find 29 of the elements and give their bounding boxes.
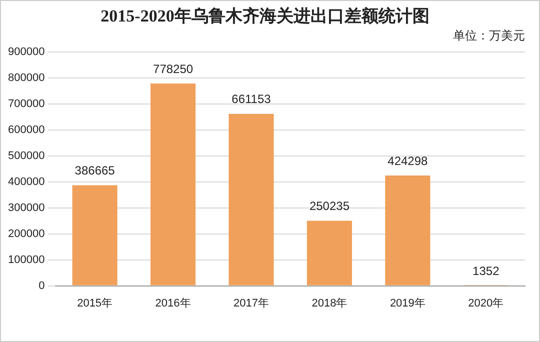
y-tick-label: 300000 [8,202,45,214]
x-tick-label: 2017年 [234,297,269,310]
data-label: 778250 [153,62,194,76]
data-label: 386665 [74,164,116,178]
bar [385,175,430,286]
y-tick-label: 0 [38,280,45,292]
y-tick-label: 400000 [8,176,45,188]
x-tick-label: 2019年 [390,297,426,310]
x-tick-label: 2020年 [468,297,504,310]
data-label: 1352 [472,264,500,278]
y-tick-label: 900000 [8,46,45,58]
bar [306,220,352,286]
y-tick-label: 200000 [8,228,45,240]
data-label: 250235 [309,199,350,214]
y-tick-label: 800000 [8,72,45,84]
bar [150,83,196,286]
x-tick-label: 2015年 [77,297,113,310]
y-tick-label: 600000 [8,124,45,136]
y-tick-label: 100000 [8,254,45,266]
data-label: 424298 [388,154,428,168]
bar [72,185,118,286]
y-tick-label: 500000 [8,150,45,162]
x-tick-label: 2018年 [312,297,348,310]
data-label: 661153 [232,92,272,106]
y-tick-label: 700000 [8,98,45,110]
bar [228,114,274,286]
chart-title: 2015-2020年乌鲁木齐海关进出口差额统计图 [100,6,430,26]
text: 单位：万美元 [453,28,525,43]
x-tick-label: 2016年 [155,297,191,310]
